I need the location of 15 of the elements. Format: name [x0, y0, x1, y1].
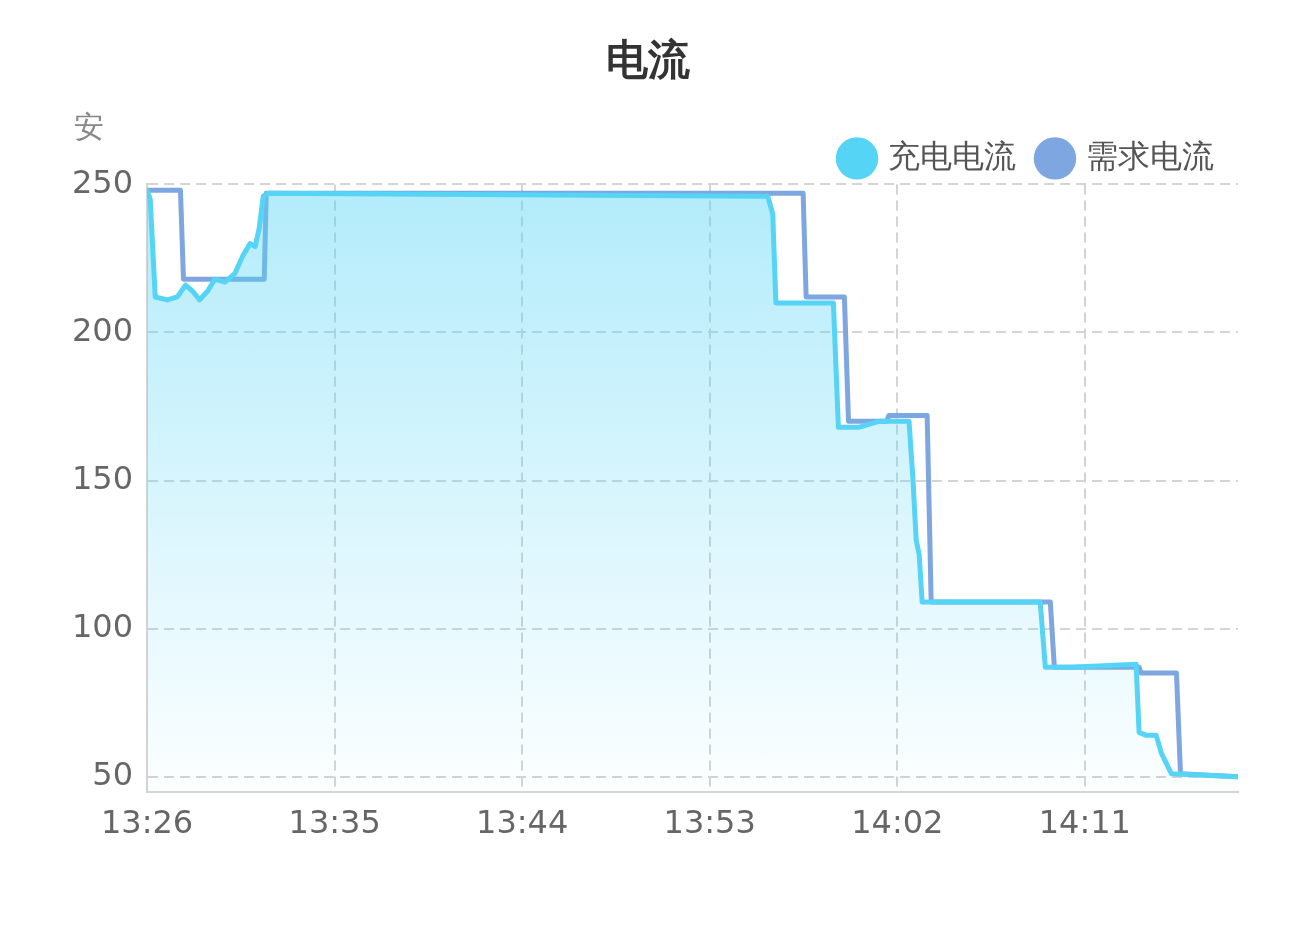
- x-tick-label: 13:26: [100, 803, 194, 842]
- legend-label: 需求电流: [1086, 136, 1214, 175]
- x-tick-label: 13:44: [476, 803, 569, 842]
- chart-title: 电流: [606, 35, 690, 85]
- y-tick-label: 150: [72, 458, 134, 497]
- y-tick-label: 50: [92, 755, 134, 794]
- y-tick-label: 200: [72, 310, 134, 349]
- y-axis-title: 安: [74, 109, 105, 145]
- y-tick-label: 250: [72, 162, 134, 201]
- y-tick-label: 100: [72, 607, 134, 646]
- x-tick-label: 13:53: [663, 803, 756, 842]
- legend-label: 充电电流: [888, 136, 1016, 175]
- x-tick-label: 14:02: [851, 803, 944, 842]
- x-tick-label: 14:11: [1038, 803, 1131, 842]
- x-tick-label: 13:35: [288, 803, 381, 842]
